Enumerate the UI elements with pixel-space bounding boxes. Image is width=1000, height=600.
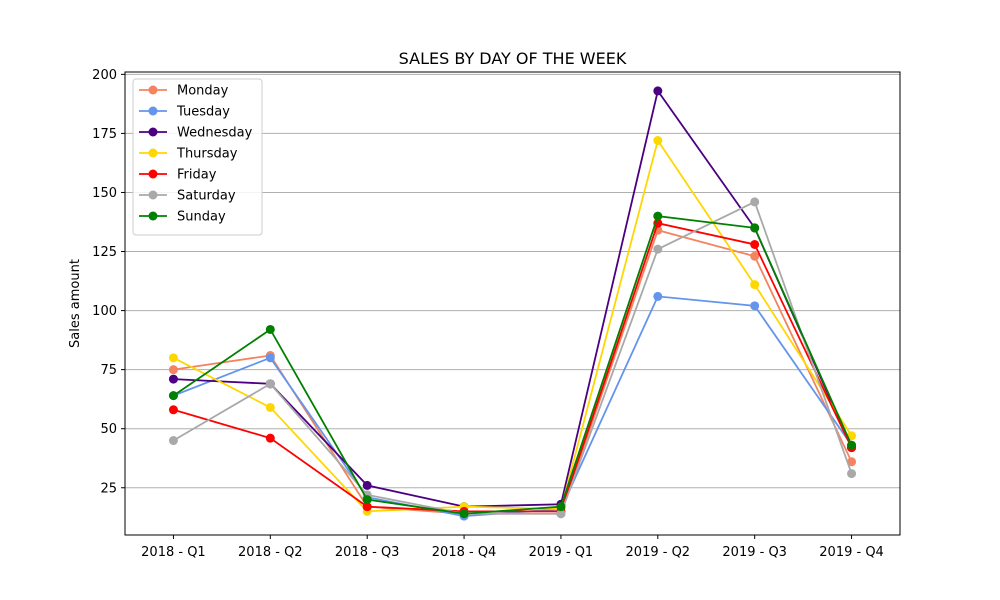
x-tick-label: 2018 - Q3 [335,545,400,560]
data-point [265,324,275,334]
legend-item-tuesday: Tuesday [139,105,230,120]
y-tick-label: 175 [92,127,117,142]
series-line-wednesday [173,88,853,508]
legend-label: Sunday [177,210,226,225]
data-point [362,495,372,505]
data-point [847,440,857,450]
data-point [750,223,760,233]
series-sunday [168,211,857,519]
data-point [362,502,372,512]
data-point [459,509,469,519]
legend-label: Friday [177,168,217,183]
legend: Monday Tuesday Wednesday Thursday Friday Satu… [132,78,263,236]
data-point [847,457,857,467]
plot-area [124,71,901,536]
legend-label: Tuesday [176,105,230,120]
legend-item-thursday: Thursday [139,147,238,162]
x-tick-label: 2018 - Q4 [432,545,497,560]
data-point [750,251,760,261]
legend-item-saturday: Saturday [139,189,236,204]
chart-title: SALES BY DAY OF THE WEEK [399,49,627,68]
y-tick-label: 25 [100,481,117,496]
data-point [168,365,178,375]
series-saturday [168,197,857,519]
y-tick-label: 50 [100,422,117,437]
data-point [556,502,566,512]
x-tick-label: 2019 - Q1 [529,545,594,560]
legend-box [132,78,263,236]
legend-item-monday: Monday [139,84,229,99]
x-tick-label: 2019 - Q4 [819,545,884,560]
x-tick-label: 2018 - Q2 [238,545,303,560]
data-point [168,374,178,384]
data-point [847,469,857,479]
legend-swatch-marker [148,169,158,179]
data-point [653,291,663,301]
data-point [750,280,760,290]
series-line-saturday [172,200,853,515]
y-tick-label: 150 [92,186,117,201]
data-point [653,244,663,254]
legend-item-sunday: Sunday [139,210,226,225]
x-tick-label: 2018 - Q1 [141,545,206,560]
y-tick-label: 100 [92,304,117,319]
data-point [750,239,760,249]
y-tick-label: 200 [92,68,117,83]
data-point [265,379,275,389]
legend-swatch-marker [148,148,158,158]
data-point [168,436,178,446]
legend-swatch-marker [148,211,158,221]
data-point [265,402,275,412]
y-tick-label: 125 [92,245,117,260]
data-point [362,480,372,490]
series-line-monday [173,229,853,515]
series-wednesday [168,86,857,512]
x-tick-label: 2019 - Q3 [722,545,787,560]
data-point [556,509,566,519]
data-point [653,86,663,96]
data-point [750,197,760,207]
legend-item-friday: Friday [139,168,217,183]
series-monday [168,225,857,519]
axes: 25 50 75 100 125 150 175 200 2018 - Q1 2018 - Q2 2… [92,68,884,560]
data-point [265,433,275,443]
data-point [265,353,275,363]
legend-swatch-marker [148,106,158,116]
series-line-thursday [173,138,853,513]
y-tick-label: 75 [100,363,117,378]
data-point [750,301,760,311]
legend-swatch-marker [148,127,158,137]
legend-item-wednesday: Wednesday [139,126,253,141]
legend-label: Wednesday [177,126,253,141]
data-point [653,211,663,221]
series-friday [168,218,857,516]
data-point [168,353,178,363]
data-point [168,405,178,415]
legend-swatch-marker [148,85,158,95]
legend-swatch-marker [148,190,158,200]
legend-label: Saturday [177,189,236,204]
data-point [653,136,663,146]
series-line-friday [173,222,853,513]
data-point [168,391,178,401]
x-tick-label: 2019 - Q2 [626,545,691,560]
series-line-sunday [172,215,853,515]
legend-label: Monday [177,84,229,99]
series-line-tuesday [173,295,853,518]
y-axis-title: Sales amount [68,259,83,348]
legend-label: Thursday [176,147,238,162]
series-layer [168,86,857,521]
